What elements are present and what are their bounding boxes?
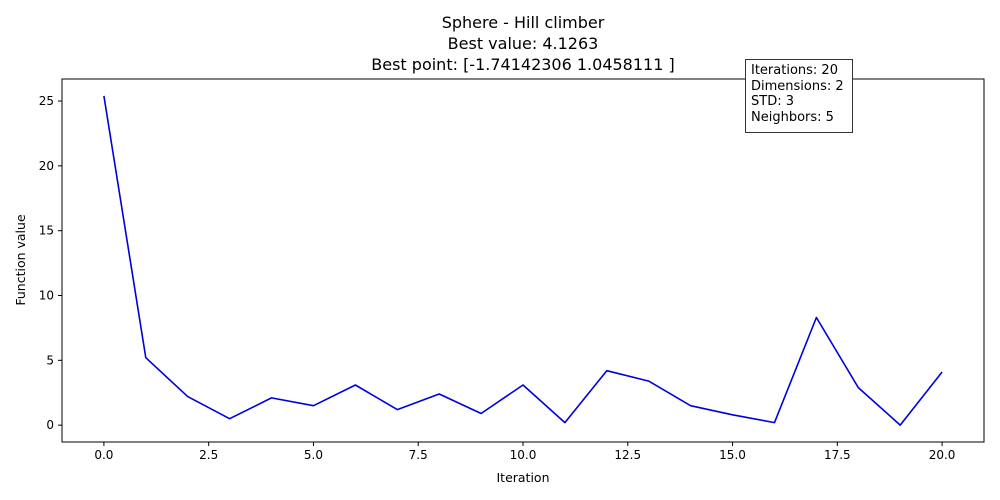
- plot-area: [61, 78, 985, 443]
- info-iterations: Iterations: 20: [751, 63, 838, 78]
- series-layer: [103, 95, 943, 426]
- info-dimensions: Dimensions: 2: [751, 78, 844, 94]
- y-tick-label: 15: [39, 224, 54, 238]
- x-tick-label: 17.5: [824, 448, 851, 462]
- x-tick-label: 12.5: [614, 448, 641, 462]
- y-axis-ticks: 0 5 10 15 20 25: [39, 94, 62, 432]
- y-tick-label: 20: [39, 159, 54, 173]
- info-box: Iterations: 20 Dimensions: 2 STD: 3 Neig…: [745, 59, 853, 133]
- y-axis-label: Function value: [13, 214, 28, 306]
- x-tick-label: 20.0: [929, 448, 956, 462]
- y-tick-label: 0: [46, 418, 54, 432]
- series-line: [103, 95, 943, 426]
- y-tick-label: 5: [46, 353, 54, 367]
- x-tick-label: 2.5: [199, 448, 218, 462]
- x-tick-label: 5.0: [304, 448, 323, 462]
- chart-title-line-3: Best point: [-1.74142306 1.0458111 ]: [371, 55, 674, 74]
- x-tick-label: 10.0: [510, 448, 537, 462]
- x-axis-label: Iteration: [496, 470, 549, 485]
- x-axis-ticks: 0.0 2.5 5.0 7.5 10.0 12.5 15.0 17.5 20.0: [94, 442, 955, 462]
- chart-title: Sphere - Hill climber Best value: 4.1263…: [371, 13, 674, 74]
- info-neighbors: Neighbors: 5: [751, 109, 834, 125]
- chart-title-line-1: Sphere - Hill climber: [442, 13, 605, 32]
- x-tick-label: 15.0: [719, 448, 746, 462]
- info-std: STD: 3: [751, 94, 794, 109]
- x-tick-label: 0.0: [94, 448, 113, 462]
- x-tick-label: 7.5: [409, 448, 428, 462]
- chart-title-line-2: Best value: 4.1263: [448, 34, 599, 53]
- y-tick-label: 10: [39, 289, 54, 303]
- y-tick-label: 25: [39, 94, 54, 108]
